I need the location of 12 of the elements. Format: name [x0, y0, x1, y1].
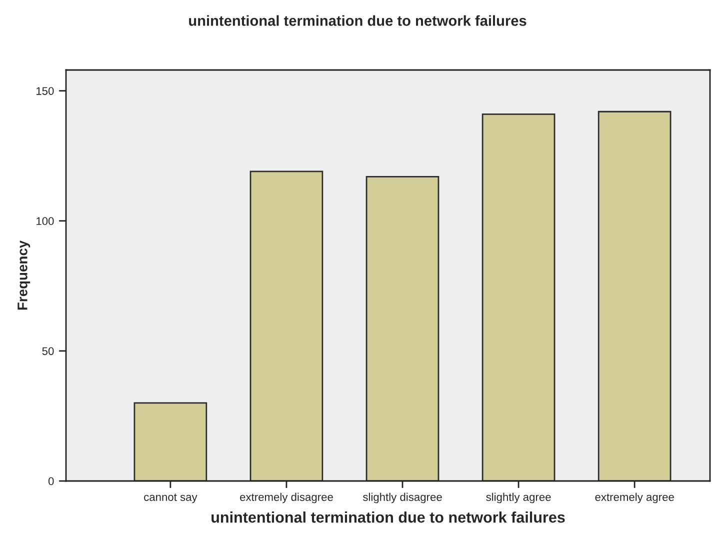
x-tick-label: extremely disagree — [240, 492, 333, 504]
chart-title: unintentional termination due to network failures — [189, 15, 526, 26]
x-tick-label: slightly disagree — [362, 492, 442, 504]
y-tick-label: 50 — [42, 347, 54, 356]
x-tick-label: slightly agree — [486, 492, 551, 504]
y-tick-label: 0 — [48, 477, 54, 486]
x-axis-title: unintentional termination due to network failures — [212, 511, 565, 523]
y-tick-label: 150 — [36, 87, 54, 95]
y-axis-title: Frequency — [18, 240, 30, 310]
y-tick-label: 100 — [36, 217, 54, 226]
x-tick-label: extremely agree — [595, 492, 674, 504]
x-tick-label: cannot say — [144, 494, 198, 504]
